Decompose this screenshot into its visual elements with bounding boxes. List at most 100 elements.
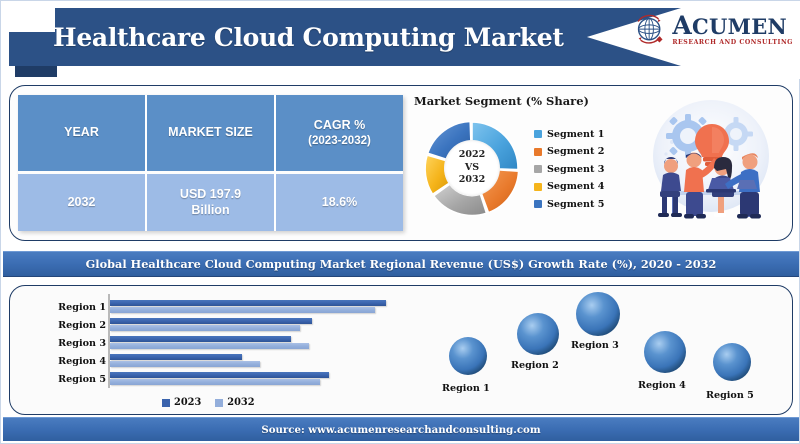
acumen-logo[interactable]: ACUMEN RESEARCH AND CONSULTING	[633, 13, 793, 47]
illustration-svg	[653, 100, 769, 219]
regional-bar-chart: Region 1 Region 2 Region 3 Region 4	[22, 292, 402, 410]
section-banner-text: Global Healthcare Cloud Computing Market…	[85, 257, 717, 271]
bar-2032	[110, 325, 301, 331]
gear-icon	[719, 117, 753, 151]
legend-label: 2023	[174, 397, 202, 408]
table-header-cagr: CAGR % (2023-2032)	[274, 95, 403, 171]
team-collaboration-illustration	[636, 94, 786, 232]
market-segment-chart: Market Segment (% Share)	[414, 94, 639, 226]
bubble-label-region-1: Region 1	[442, 383, 490, 394]
bar-chart-plot: Region 1 Region 2 Region 3 Region 4	[22, 292, 402, 390]
bubble-region-4[interactable]	[644, 331, 686, 373]
legend-swatch-icon	[534, 130, 542, 138]
legend-swatch-icon	[162, 398, 170, 407]
legend-label: Segment 1	[547, 128, 605, 140]
title-ribbon: Healthcare Cloud Computing Market	[9, 8, 681, 66]
logo-name-rest: CUMEN	[692, 14, 788, 40]
bar-chart-axis	[108, 294, 110, 388]
bar-legend-item-2023[interactable]: 2023	[162, 397, 201, 408]
ribbon-notch	[9, 8, 55, 32]
legend-label: Segment 3	[547, 163, 605, 175]
logo-wordmark: ACUMEN RESEARCH AND CONSULTING	[672, 13, 793, 46]
charts-card: Region 1 Region 2 Region 3 Region 4	[9, 285, 793, 415]
legend-swatch-icon	[534, 200, 542, 208]
table-header-cagr-label: CAGR %	[313, 118, 366, 132]
people-icon	[684, 152, 718, 219]
segment-legend: Segment 1 Segment 2 Segment 3 Segme	[534, 127, 604, 210]
summary-table: YEAR MARKET SIZE CAGR % (2023-2032) 2032	[18, 95, 403, 231]
bar-category-label: Region 4	[58, 356, 106, 367]
donut-chart: 2022 VS 2032	[414, 110, 530, 226]
bar-category-label: Region 3	[58, 338, 106, 349]
legend-label: 2032	[227, 397, 255, 408]
legend-item-segment-5[interactable]: Segment 5	[534, 199, 604, 210]
bar-2023	[110, 300, 387, 306]
bar-category-label: Region 1	[58, 302, 106, 313]
bar-2032	[110, 343, 309, 349]
footer-source-text: Source: www.acumenresearchandconsulting.…	[261, 423, 541, 436]
laptop-icon	[737, 180, 757, 189]
summary-card: YEAR MARKET SIZE CAGR % (2023-2032) 2032	[9, 85, 793, 241]
legend-label: Segment 4	[547, 181, 605, 192]
globe-icon	[637, 14, 663, 44]
bubble-label-region-2: Region 2	[511, 360, 559, 371]
table-header-year: YEAR	[18, 95, 145, 171]
legend-item-segment-3[interactable]: Segment 3	[534, 164, 604, 175]
legend-swatch-icon	[534, 182, 542, 191]
bar-legend-item-2032[interactable]: 2032	[215, 397, 255, 408]
table-header-cagr-period: (2023-2032)	[308, 134, 371, 147]
table-cell-market-size: USD 197.9 Billion	[145, 174, 274, 231]
page-title: Healthcare Cloud Computing Market	[53, 22, 564, 52]
market-segment-title: Market Segment (% Share)	[414, 94, 589, 108]
bar-2023	[110, 372, 329, 378]
legend-item-segment-4[interactable]: Segment 4	[534, 181, 604, 192]
bubble-region-3[interactable]	[576, 292, 620, 336]
legend-label: Segment 2	[547, 146, 605, 157]
bar-group-region-5[interactable]	[110, 372, 398, 385]
bubble-region-2[interactable]	[517, 313, 559, 355]
logo-name: ACUMEN	[672, 13, 793, 38]
bar-2023	[110, 318, 312, 324]
donut-center-line3: 2032	[458, 174, 486, 186]
bar-2023	[110, 354, 243, 360]
bar-group-region-3[interactable]	[110, 336, 398, 349]
legend-swatch-icon	[534, 147, 542, 156]
bar-2032	[110, 379, 321, 385]
table-row: 2032 USD 197.9 Billion 18.6%	[18, 174, 403, 231]
table-cell-market-size-line1: USD 197.9	[179, 186, 242, 201]
bar-2032	[110, 361, 260, 367]
bar-group-region-4[interactable]	[110, 354, 398, 367]
bar-2023	[110, 336, 292, 342]
bar-chart-legend: 2023 2032	[162, 397, 255, 408]
bar-category-label: Region 5	[58, 374, 106, 385]
table-header-market-size-label: MARKET SIZE	[168, 125, 253, 140]
legend-item-segment-1[interactable]: Segment 1	[534, 129, 604, 140]
table-cell-year-value: 2032	[67, 194, 96, 209]
table-cell-year: 2032	[18, 174, 145, 231]
table-cell-cagr-value: 18.6%	[321, 194, 358, 209]
legend-swatch-icon	[215, 398, 224, 407]
table-cell-cagr: 18.6%	[274, 174, 403, 231]
donut-center-label: 2022 VS 2032	[444, 140, 500, 196]
legend-label: Segment 5	[547, 198, 605, 210]
bubble-label-region-4: Region 4	[638, 380, 686, 391]
bar-group-region-2[interactable]	[110, 318, 398, 331]
bubble-chart-svg	[449, 292, 751, 381]
table-cell-market-size-line2: Billion	[191, 202, 230, 217]
people-icon	[658, 157, 682, 217]
regional-bubble-chart: Region 1 Region 2 Region 3 Region 4 Regi…	[410, 290, 786, 412]
bubble-region-5[interactable]	[713, 343, 751, 381]
bubble-label-region-5: Region 5	[706, 390, 754, 401]
donut-center-line2: VS	[464, 161, 480, 173]
donut-center-line1: 2022	[458, 148, 486, 160]
legend-swatch-icon	[534, 165, 542, 173]
logo-name-initial: A	[672, 11, 693, 41]
bar-group-region-1[interactable]	[110, 300, 398, 313]
bubble-region-1[interactable]	[449, 337, 487, 375]
bar-category-label: Region 2	[58, 320, 106, 331]
bar-2032	[110, 307, 375, 313]
table-header-row: YEAR MARKET SIZE CAGR % (2023-2032)	[18, 95, 403, 171]
table-header-year-label: YEAR	[64, 125, 99, 140]
legend-item-segment-2[interactable]: Segment 2	[534, 146, 604, 157]
